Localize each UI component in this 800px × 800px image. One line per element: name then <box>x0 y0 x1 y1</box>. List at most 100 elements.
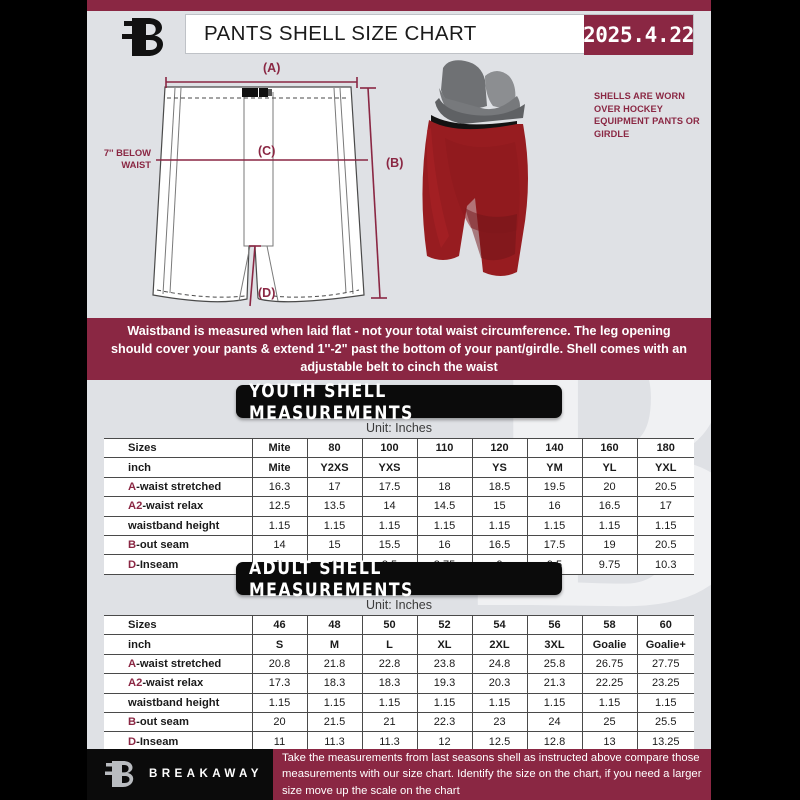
table-cell: 1.15 <box>637 693 694 713</box>
dimension-label-b: (B) <box>386 156 404 170</box>
title-bar: PANTS SHELL SIZE CHART 2025.4.22 <box>185 14 695 55</box>
table-cell: 20.3 <box>472 673 528 694</box>
table-cell: 18 <box>417 477 473 498</box>
page-title: PANTS SHELL SIZE CHART <box>204 22 477 45</box>
table-cell: 15.5 <box>362 535 418 556</box>
shell-technical-drawing: (A) (B) (C) (D) 7'' BELOW WAIST <box>87 58 422 316</box>
table-cell: 1.15 <box>252 693 308 713</box>
table-cell: 22.25 <box>582 673 638 694</box>
table-cell: 12.5 <box>252 496 308 517</box>
table-cell: 23.25 <box>637 673 694 694</box>
table-cell: M <box>307 634 363 655</box>
table-cell: Y2XS <box>307 457 363 478</box>
table-cell: 1.15 <box>362 516 418 536</box>
table-cell: 180 <box>637 438 694 459</box>
table-cell: 19.3 <box>417 673 473 694</box>
table-cell: 14.5 <box>417 496 473 517</box>
page-header: PANTS SHELL SIZE CHART 2025.4.22 <box>87 11 711 58</box>
table-cell: 16.5 <box>472 535 528 556</box>
table-cell: 1.15 <box>472 516 528 536</box>
row-label: waistband height <box>104 693 253 713</box>
row-label: Sizes <box>104 438 253 459</box>
date-badge: 2025.4.22 <box>582 15 695 55</box>
table-cell: YS <box>472 457 528 478</box>
diagram-band: (A) (B) (C) (D) 7'' BELOW WAIST <box>87 58 711 316</box>
table-cell: 58 <box>582 615 638 636</box>
row-label: inch <box>104 457 253 478</box>
youth-table: Sizes Mite 80 100 110 120 140 160 180 inch Mite Y2X… <box>104 438 694 575</box>
table-cell: 21.8 <box>307 654 363 675</box>
table-cell: 20.5 <box>637 477 694 498</box>
youth-table-body: Sizes Mite 80 100 110 120 140 160 180 inch Mite Y2X… <box>104 438 694 575</box>
adult-table-body: Sizes 46 48 50 52 54 56 58 60 inch S M L XL 2XL 3XL Goal… <box>104 615 694 752</box>
table-cell: YXS <box>362 457 418 478</box>
adult-unit-label: Unit: Inches <box>365 598 432 612</box>
table-cell: 120 <box>472 438 528 459</box>
dimension-label-d: (D) <box>258 286 276 300</box>
product-photo-hockey-shell <box>405 58 595 308</box>
table-cell: 20 <box>582 477 638 498</box>
table-cell: 110 <box>417 438 473 459</box>
table-cell: 2XL <box>472 634 528 655</box>
table-row: B-out seam 14 15 15.5 16 16.5 17.5 19 20.5 <box>104 535 694 556</box>
table-cell: 1.15 <box>637 516 694 536</box>
table-cell: 21.5 <box>307 712 363 733</box>
table-row: inch Mite Y2XS YXS YS YM YL YXL <box>104 457 694 478</box>
table-cell: 22.8 <box>362 654 418 675</box>
table-cell: 1.15 <box>417 516 473 536</box>
table-cell: 21 <box>362 712 418 733</box>
table-cell: 19 <box>582 535 638 556</box>
table-cell: 24.8 <box>472 654 528 675</box>
table-cell: 1.15 <box>417 693 473 713</box>
table-cell: 52 <box>417 615 473 636</box>
table-cell: 13.5 <box>307 496 363 517</box>
table-cell: 17.5 <box>527 535 583 556</box>
table-cell: 19.5 <box>527 477 583 498</box>
table-cell: 23.8 <box>417 654 473 675</box>
table-cell: 1.15 <box>362 693 418 713</box>
table-cell: 20.5 <box>637 535 694 556</box>
row-label-marker: B <box>128 716 137 729</box>
date-text: 2025.4.22 <box>582 23 695 47</box>
adult-heading-text: ADULT SHELL MEASUREMENTS <box>249 556 414 601</box>
table-cell: 25.5 <box>637 712 694 733</box>
table-cell: 9.75 <box>582 554 638 575</box>
row-label: D-Inseam <box>104 554 253 575</box>
table-cell: Mite <box>252 438 308 459</box>
page-footer: BREAKAWAY Take the measurements from las… <box>87 749 711 800</box>
table-cell: 1.15 <box>527 693 583 713</box>
table-cell: 1.15 <box>582 516 638 536</box>
table-cell: YM <box>527 457 583 478</box>
youth-measurements-table: Sizes Mite 80 100 110 120 140 160 180 inch Mite Y2X… <box>104 438 694 575</box>
table-cell: 56 <box>527 615 583 636</box>
row-label: waistband height <box>104 516 253 536</box>
footer-note: Take the measurements from last seasons … <box>273 749 711 800</box>
row-label: A-waist stretched <box>104 477 253 498</box>
table-cell: YL <box>582 457 638 478</box>
sheet: B PANTS SHELL SIZE CHART 2025.4.22 <box>87 0 711 800</box>
table-cell: 25 <box>582 712 638 733</box>
table-cell: 1.15 <box>307 693 363 713</box>
row-label: A2-waist relax <box>104 496 253 517</box>
table-cell: Mite <box>252 457 308 478</box>
dimension-label-c: (C) <box>258 144 276 158</box>
table-cell: XL <box>417 634 473 655</box>
table-cell: 46 <box>252 615 308 636</box>
row-label: A-waist stretched <box>104 654 253 675</box>
table-cell: 16.5 <box>582 496 638 517</box>
table-row: inch S M L XL 2XL 3XL Goalie Goalie+ <box>104 634 694 655</box>
table-row: A2-waist relax 17.3 18.3 18.3 19.3 20.3 21.3 22… <box>104 673 694 694</box>
table-cell: S <box>252 634 308 655</box>
table-cell: 16.3 <box>252 477 308 498</box>
table-cell: 1.15 <box>582 693 638 713</box>
table-cell: 3XL <box>527 634 583 655</box>
table-cell: 54 <box>472 615 528 636</box>
row-label-marker: A <box>128 480 137 493</box>
row-label-marker: D <box>128 558 137 571</box>
table-cell: 50 <box>362 615 418 636</box>
table-cell: 160 <box>582 438 638 459</box>
table-cell: 27.75 <box>637 654 694 675</box>
table-cell: 16 <box>417 535 473 556</box>
row-label-marker: A2 <box>128 500 143 513</box>
table-cell: 17 <box>307 477 363 498</box>
